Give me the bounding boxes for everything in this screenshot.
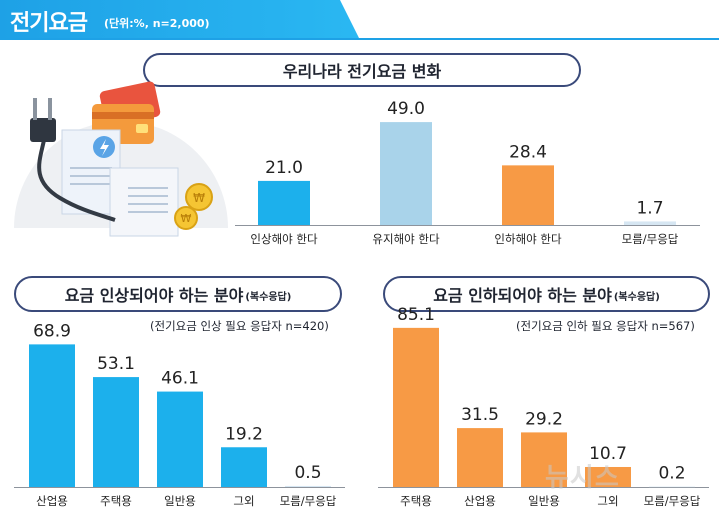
chart2-subtitle: (전기요금 인상 필요 응답자 n=420) xyxy=(150,319,329,333)
header-band xyxy=(0,0,360,40)
chart1-value-label: 21.0 xyxy=(265,158,303,178)
chart3-value-label: 0.2 xyxy=(658,464,685,484)
chart3-bar xyxy=(457,428,503,487)
chart3-category-label: 주택용 xyxy=(400,494,432,508)
chart3-value-label: 31.5 xyxy=(461,405,499,425)
chart1-title-pill: 우리나라 전기요금 변화 xyxy=(143,53,581,87)
chart1-value-label: 1.7 xyxy=(636,198,663,218)
chart2-category-label: 일반용 xyxy=(164,494,196,508)
electric-bill-icon xyxy=(61,129,121,215)
chart1-category-label: 인하해야 한다 xyxy=(494,232,562,246)
chart2-value-label: 68.9 xyxy=(33,321,71,341)
chart2-bar xyxy=(29,344,75,487)
chart1-value-label: 28.4 xyxy=(509,142,547,162)
chart3-bar xyxy=(649,486,695,488)
svg-text:₩: ₩ xyxy=(181,212,192,225)
page-title: 전기요금 xyxy=(10,11,88,36)
chart2-category-label: 그외 xyxy=(233,494,254,508)
watermark: 뉴시스 xyxy=(545,463,620,493)
chart2-bar xyxy=(93,377,139,487)
chart3-bar xyxy=(585,466,631,487)
chart3-value-label: 85.1 xyxy=(397,305,435,325)
unit-note: (단위:%, n=2,000) xyxy=(104,17,210,30)
chart2-value-label: 46.1 xyxy=(161,369,199,389)
chart2-bar xyxy=(221,447,267,487)
chart3-value-label: 10.7 xyxy=(589,444,627,464)
chart1-plot: 21.0 인상해야 한다 49.0 유지해야 한다 28.4 인하해야 한다 1.7 모름/무… xyxy=(235,99,700,246)
chart1-bar xyxy=(624,221,676,225)
chart3-bar xyxy=(393,327,439,487)
chart3-title-pill: 요금 인하되어야 하는 분야 (복수응답) xyxy=(383,276,710,312)
chart2-bar xyxy=(285,485,331,487)
chart1-bar xyxy=(502,165,554,225)
chart1-bar xyxy=(258,180,310,225)
chart3-category-label: 그외 xyxy=(597,494,618,508)
chart1-bar xyxy=(380,122,432,225)
coin-icon: ₩ ₩ xyxy=(174,183,213,230)
chart3-subtitle: (전기요금 인하 필요 응답자 n=567) xyxy=(516,319,695,333)
chart2-category-label: 모름/무응답 xyxy=(280,494,337,508)
illustration: ₩ ₩ xyxy=(14,81,228,237)
chart2-plot: 68.9 산업용 53.1 주택용 46.1 일반용 19.2 그외 0.5 모름/무응답 xyxy=(14,321,345,508)
header-divider xyxy=(0,38,719,40)
chart1-category-label: 인상해야 한다 xyxy=(250,232,318,246)
svg-text:₩: ₩ xyxy=(193,191,205,205)
chart1-category-label: 모름/무응답 xyxy=(622,232,679,246)
chart3-category-label: 일반용 xyxy=(528,494,560,508)
chart1-title: 우리나라 전기요금 변화 xyxy=(282,62,442,81)
chart1-category-label: 유지해야 한다 xyxy=(372,232,440,246)
power-plug-icon xyxy=(30,98,116,222)
chart1-value-label: 49.0 xyxy=(387,99,425,119)
chart2-value-label: 53.1 xyxy=(97,354,135,374)
chart3-category-label: 모름/무응답 xyxy=(644,494,701,508)
chart2-value-label: 0.5 xyxy=(294,463,321,483)
chart3-value-label: 29.2 xyxy=(525,409,563,429)
chart3-bar xyxy=(521,432,567,487)
chart2-title: 요금 인상되어야 하는 분야 xyxy=(64,286,244,305)
chart3-plot: 85.1 주택용 31.5 산업용 29.2 일반용 10.7 그외 0.2 모름/무응답 xyxy=(378,305,709,508)
receipt-icon xyxy=(109,167,179,237)
chart3-title-suffix: (복수응답) xyxy=(613,292,660,303)
chart3-title: 요금 인하되어야 하는 분야 xyxy=(433,286,612,305)
chart2-category-label: 주택용 xyxy=(100,494,132,508)
chart2-value-label: 19.2 xyxy=(225,424,263,444)
chart2-bar xyxy=(157,391,203,487)
chart3-category-label: 산업용 xyxy=(464,494,496,508)
chart2-title-suffix: (복수응답) xyxy=(245,292,292,303)
chart2-title-pill: 요금 인상되어야 하는 분야 (복수응답) xyxy=(14,276,342,312)
chart2-category-label: 산업용 xyxy=(36,494,68,508)
